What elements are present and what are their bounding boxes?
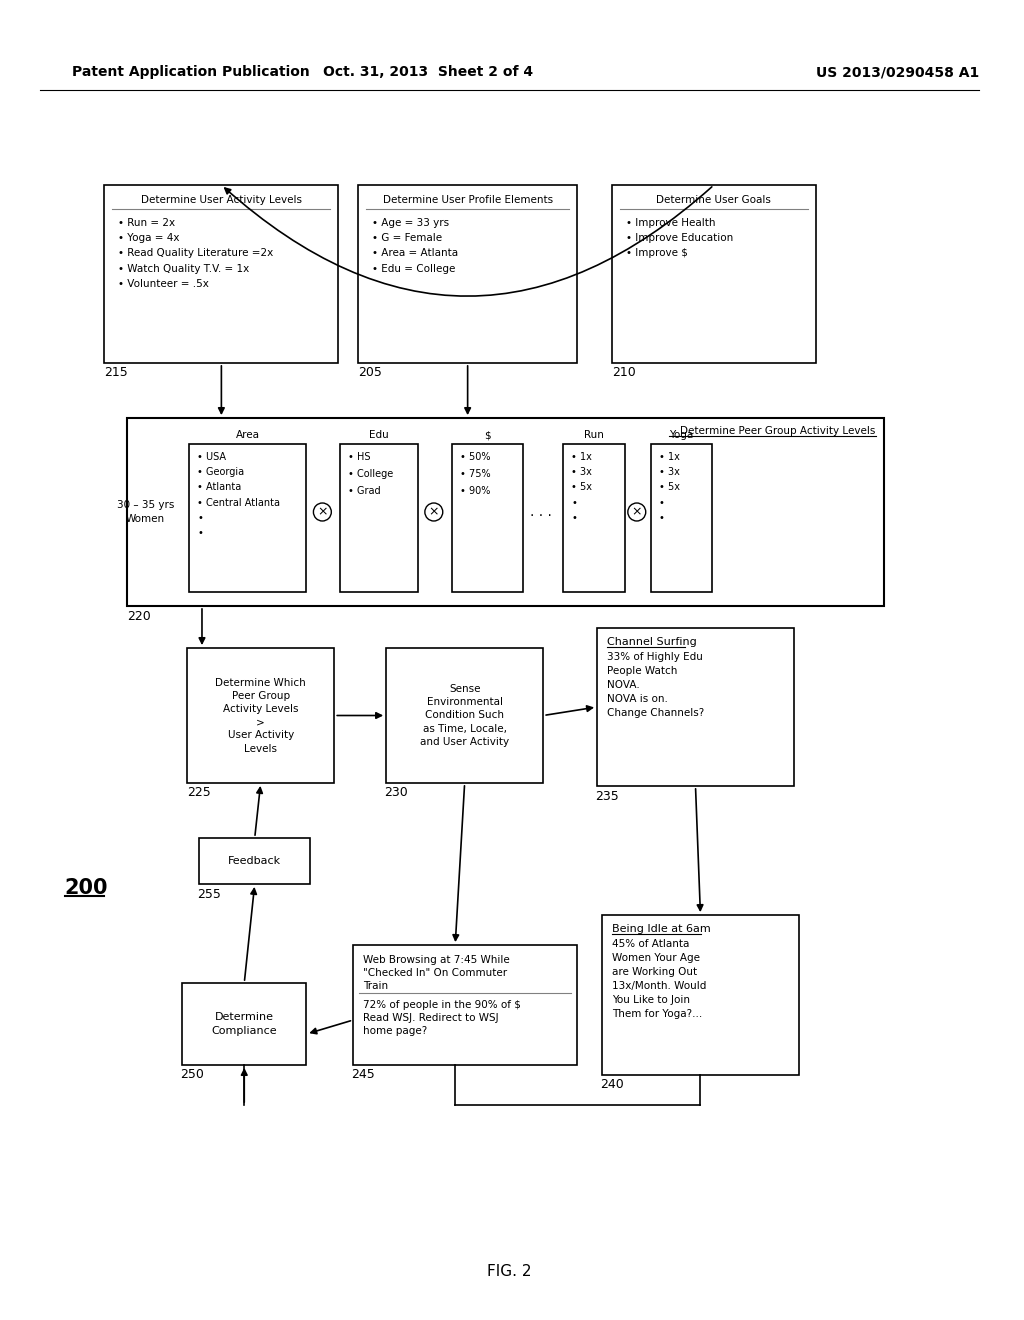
Text: ×: × [317,506,328,519]
Text: Determine
Compliance: Determine Compliance [211,1012,278,1036]
Bar [386,648,544,783]
Text: • HS
• College
• Grad: • HS • College • Grad [348,451,393,495]
Text: 200: 200 [65,878,109,898]
Text: 72% of people in the 90% of $
Read WSJ. Redirect to WSJ
home page?: 72% of people in the 90% of $ Read WSJ. … [364,1001,521,1036]
Text: 215: 215 [104,367,128,380]
Bar [340,444,418,591]
Text: Being Idle at 6am: Being Idle at 6am [612,924,711,935]
Bar [612,185,816,363]
Text: Feedback: Feedback [228,855,282,866]
Bar [452,444,523,591]
Text: . . .: . . . [530,506,552,519]
Text: Channel Surfing: Channel Surfing [607,638,696,647]
Text: ×: × [429,506,439,519]
Text: 30 – 35 yrs
Women: 30 – 35 yrs Women [117,500,174,524]
Text: 255: 255 [197,887,221,900]
Text: 245: 245 [351,1068,375,1081]
Text: 205: 205 [358,367,382,380]
Text: ×: × [632,506,642,519]
Text: Area: Area [236,430,260,440]
Bar [189,444,306,591]
Bar [650,444,713,591]
Text: • Run = 2x
• Yoga = 4x
• Read Quality Literature =2x
• Watch Quality T.V. = 1x
•: • Run = 2x • Yoga = 4x • Read Quality Li… [119,218,273,289]
Text: Oct. 31, 2013  Sheet 2 of 4: Oct. 31, 2013 Sheet 2 of 4 [323,65,532,79]
Text: • 50%
• 75%
• 90%: • 50% • 75% • 90% [460,451,490,495]
Text: Yoga: Yoga [670,430,693,440]
Text: 33% of Highly Edu
People Watch
NOVA.
NOVA is on.
Change Channels?: 33% of Highly Edu People Watch NOVA. NOV… [607,652,705,718]
Text: • 1x
• 3x
• 5x
•
•: • 1x • 3x • 5x • • [571,451,592,523]
Bar [358,185,578,363]
Bar [597,628,794,785]
Text: 45% of Atlanta
Women Your Age
are Working Out
13x/Month. Would
You Like to Join
: 45% of Atlanta Women Your Age are Workin… [612,939,707,1019]
Bar [563,444,625,591]
Text: Determine User Goals: Determine User Goals [656,195,771,205]
Text: • Age = 33 yrs
• G = Female
• Area = Atlanta
• Edu = College: • Age = 33 yrs • G = Female • Area = Atl… [372,218,459,273]
Text: Patent Application Publication: Patent Application Publication [72,65,309,79]
Text: $: $ [484,430,490,440]
Text: 240: 240 [600,1078,624,1092]
Text: • USA
• Georgia
• Atlanta
• Central Atlanta
•
•: • USA • Georgia • Atlanta • Central Atla… [197,451,280,539]
Text: • 1x
• 3x
• 5x
•
•: • 1x • 3x • 5x • • [658,451,680,523]
Bar [353,945,578,1065]
Text: • Improve Health
• Improve Education
• Improve $: • Improve Health • Improve Education • I… [626,218,733,259]
Text: US 2013/0290458 A1: US 2013/0290458 A1 [816,65,979,79]
Text: Determine Peer Group Activity Levels: Determine Peer Group Activity Levels [680,426,876,436]
Bar [187,648,334,783]
Text: Web Browsing at 7:45 While
"Checked In" On Commuter
Train: Web Browsing at 7:45 While "Checked In" … [364,954,510,991]
Text: Determine Which
Peer Group
Activity Levels
>
User Activity
Levels: Determine Which Peer Group Activity Leve… [215,677,306,754]
Bar [127,418,884,606]
Text: 235: 235 [595,789,618,803]
Text: 230: 230 [384,787,408,800]
Text: FIG. 2: FIG. 2 [487,1265,531,1279]
Bar [199,838,310,884]
Text: 250: 250 [180,1068,204,1081]
Text: Determine User Activity Levels: Determine User Activity Levels [141,195,302,205]
Text: Edu: Edu [370,430,389,440]
Text: Run: Run [584,430,604,440]
Text: Determine User Profile Elements: Determine User Profile Elements [383,195,553,205]
Bar [182,983,306,1065]
Bar [602,915,799,1074]
Text: 225: 225 [187,787,211,800]
Text: 220: 220 [127,610,152,623]
Bar [104,185,338,363]
Text: 210: 210 [612,367,636,380]
Text: Sense
Environmental
Condition Such
as Time, Locale,
and User Activity: Sense Environmental Condition Such as Ti… [420,684,509,747]
